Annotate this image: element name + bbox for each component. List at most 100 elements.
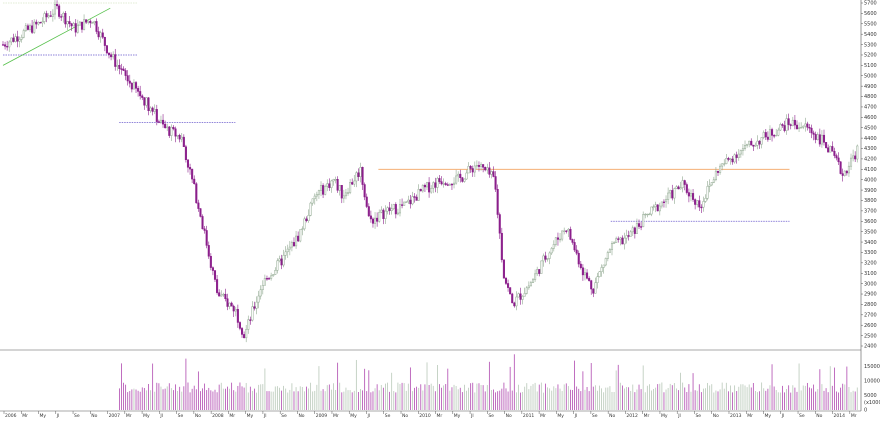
candle-body	[413, 196, 416, 198]
candle-body	[193, 178, 196, 185]
candle-body	[124, 70, 127, 76]
candle-body	[756, 140, 759, 146]
candle-body	[669, 190, 672, 194]
candle-body	[197, 202, 200, 209]
candle-body	[575, 249, 578, 254]
candle-body	[854, 155, 857, 160]
candle-body	[384, 210, 387, 219]
candle-body	[509, 287, 512, 295]
candle-body	[856, 145, 859, 160]
candle-body	[798, 127, 801, 129]
y-tick-label: 4300	[864, 146, 877, 152]
candle-body	[49, 15, 52, 17]
candle-body	[336, 179, 339, 191]
candle-body	[507, 283, 510, 288]
y-tick-label: 5700	[864, 1, 877, 7]
candle-body	[155, 109, 158, 122]
candle-body	[18, 38, 21, 42]
candle-body	[494, 176, 497, 190]
candle-body	[168, 126, 171, 136]
candle-body	[284, 251, 287, 256]
candle-body	[735, 154, 738, 158]
x-date-label: Se	[695, 413, 701, 419]
y-tick-label: 3500	[864, 229, 877, 235]
candle-body	[613, 242, 616, 244]
candle-body	[777, 129, 780, 136]
x-date-label: 2007	[109, 413, 121, 419]
volume-tick-label: 0	[864, 408, 867, 414]
candle-body	[446, 184, 449, 186]
candle-body	[467, 165, 470, 174]
candle-body	[388, 207, 391, 211]
candle-body	[679, 187, 682, 190]
candle-body	[577, 252, 580, 265]
candle-body	[492, 171, 495, 177]
candle-body	[465, 172, 468, 180]
candle-body	[292, 242, 296, 247]
candle-body	[712, 179, 715, 183]
candle-body	[700, 206, 703, 209]
y-tick-label: 3800	[864, 198, 877, 204]
x-date-label: My	[557, 413, 564, 419]
candle-body	[326, 183, 329, 187]
candle-body	[610, 243, 614, 250]
x-date-label: Jl	[677, 413, 681, 419]
volume-tick-label: 5000	[864, 393, 877, 399]
candle-body	[56, 4, 59, 7]
candle-body	[581, 267, 584, 276]
candle-body	[301, 228, 304, 230]
candle-body	[623, 237, 626, 245]
candle-body	[172, 126, 175, 130]
candle-body	[654, 204, 657, 207]
y-tick-label: 2500	[864, 333, 877, 339]
candle-body	[93, 21, 96, 23]
candle-body	[652, 206, 655, 208]
y-tick-label: 3400	[864, 240, 877, 246]
candle-body	[139, 91, 142, 97]
candle-body	[644, 213, 647, 216]
candle-body	[739, 150, 742, 155]
x-date-label: My	[454, 413, 461, 419]
candle-body	[779, 124, 782, 131]
candle-body	[546, 258, 549, 260]
candle-body	[852, 155, 855, 159]
candle-body	[606, 252, 609, 259]
x-date-label: Jl	[470, 413, 474, 419]
candle-body	[409, 199, 412, 205]
candle-body	[723, 163, 726, 165]
candle-body	[309, 202, 312, 216]
candle-body	[721, 163, 724, 167]
candle-body	[559, 238, 562, 241]
candle-body	[714, 170, 717, 181]
x-date-label: 2013	[730, 413, 742, 419]
candle-body	[359, 166, 362, 177]
x-date-label: No	[713, 413, 719, 419]
candle-body	[800, 127, 803, 129]
candle-body	[207, 245, 210, 257]
candle-body	[438, 178, 441, 182]
candle-body	[453, 182, 456, 185]
candle-body	[265, 278, 268, 280]
candle-body	[87, 20, 90, 23]
candle-body	[332, 179, 335, 182]
candle-body	[128, 80, 131, 84]
candle-body	[401, 204, 404, 206]
y-tick-label: 5400	[864, 32, 877, 38]
candle-body	[818, 134, 821, 145]
candle-body	[143, 97, 146, 106]
candle-body	[434, 182, 437, 188]
candle-body	[758, 140, 761, 145]
candle-body	[346, 192, 350, 194]
candle-body	[60, 16, 63, 18]
candle-body	[72, 23, 75, 27]
candle-body	[490, 171, 493, 175]
candle-body	[760, 137, 763, 145]
candle-body	[64, 12, 67, 25]
y-tick-label: 2700	[864, 313, 877, 319]
candle-body	[328, 183, 331, 188]
x-date-label: Mr	[747, 413, 753, 419]
candle-body	[430, 188, 433, 193]
candle-body	[484, 167, 487, 171]
candle-body	[775, 134, 778, 137]
